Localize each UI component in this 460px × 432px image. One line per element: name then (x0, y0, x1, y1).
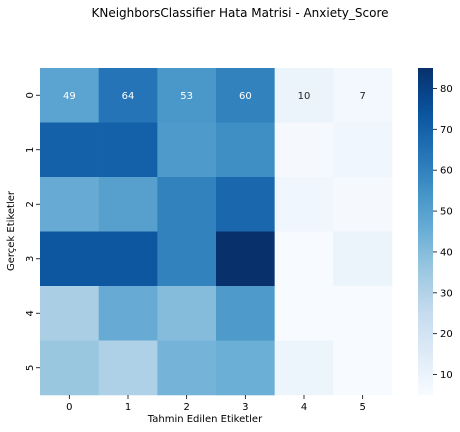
y-tick-label-5: 5 (25, 365, 36, 371)
colorbar-ticks: 10 20 30 40 50 60 70 80 (433, 84, 453, 381)
cell-value-r0-c5: 7 (359, 91, 365, 102)
heatmap-cell-r5-c3 (216, 340, 275, 396)
heatmap-cell-r1-c2 (157, 122, 217, 178)
heatmap-cell-r0-c2 (157, 68, 217, 123)
heatmap-cell-r3-c1 (98, 231, 158, 287)
cell-value-r0-c3: 60 (239, 91, 252, 102)
heatmap-cell-r1-c4 (274, 122, 334, 178)
heatmap-cell-r4-c3 (216, 286, 275, 341)
y-tick-label-0: 0 (25, 92, 36, 98)
heatmap-cell-r2-c3 (216, 177, 275, 232)
heatmap-cell-r1-c3 (216, 122, 275, 178)
heatmap-cell-r0-c0 (40, 68, 99, 123)
heatmap-cell-r2-c4 (274, 177, 334, 232)
heatmap-cell-r0-c4 (274, 68, 334, 123)
cell-value-r0-c2: 53 (180, 91, 193, 102)
colorbar-tick-label-70: 70 (440, 125, 453, 136)
cell-value-r0-c0: 49 (63, 91, 76, 102)
y-tick-label-3: 3 (25, 256, 36, 262)
heatmap-cell-r2-c1 (98, 177, 158, 232)
y-tick-label-1: 1 (25, 147, 36, 153)
heatmap-cell-r5-c1 (98, 340, 158, 396)
y-tick-label-2: 2 (25, 201, 36, 207)
heatmap-cell-r0-c1 (98, 68, 158, 123)
heatmap-cell-r1-c0 (40, 122, 99, 178)
x-tick-label-1: 1 (125, 402, 131, 413)
y-axis-ticks: 0 1 2 3 4 5 (25, 92, 40, 371)
x-axis-ticks: 0 1 2 3 4 5 (66, 395, 366, 413)
heatmap-cell-r4-c2 (157, 286, 217, 341)
colorbar-tick-label-40: 40 (440, 247, 453, 258)
heatmap-cell-r5-c0 (40, 340, 99, 396)
cell-value-r0-c4: 10 (298, 91, 311, 102)
chart-title: KNeighborsClassifier Hata Matrisi - Anxi… (91, 6, 388, 20)
heatmap-cell-r2-c5 (333, 177, 393, 232)
heatmap-cell-r5-c2 (157, 340, 217, 396)
heatmap-cell-r0-c3 (216, 68, 275, 123)
y-tick-label-4: 4 (25, 310, 36, 316)
colorbar-tick-label-20: 20 (440, 329, 453, 340)
colorbar (418, 68, 433, 395)
x-tick-label-2: 2 (183, 402, 189, 413)
colorbar-tick-label-30: 30 (440, 288, 453, 299)
cell-value-r0-c1: 64 (122, 91, 135, 102)
colorbar-tick-label-60: 60 (440, 166, 453, 177)
heatmap-cell-r5-c5 (333, 340, 393, 396)
x-tick-label-3: 3 (242, 402, 248, 413)
x-tick-label-4: 4 (301, 402, 307, 413)
colorbar-tick-label-10: 10 (440, 370, 453, 381)
x-tick-label-0: 0 (66, 402, 72, 413)
heatmap-cell-r3-c0 (40, 231, 99, 287)
heatmap-cell-r3-c4 (274, 231, 334, 287)
heatmap-cell-r3-c5 (333, 231, 393, 287)
colorbar-tick-label-80: 80 (440, 84, 453, 95)
x-axis-label: Tahmin Edilen Etiketler (147, 414, 263, 425)
heatmap-cell-r1-c1 (98, 122, 158, 178)
heatmap-cell-r0-c5 (333, 68, 393, 123)
heatmap-cell-labels: 49 64 53 60 10 7 (63, 91, 366, 102)
x-tick-label-5: 5 (359, 402, 365, 413)
heatmap-cell-r2-c2 (157, 177, 217, 232)
heatmap-cell-r4-c4 (274, 286, 334, 341)
heatmap-cell-r5-c4 (274, 340, 334, 396)
heatmap-cell-r4-c5 (333, 286, 393, 341)
y-axis-label: Gerçek Etiketler (6, 190, 17, 271)
heatmap-cells (40, 68, 393, 396)
heatmap-cell-r2-c0 (40, 177, 99, 232)
colorbar-tick-label-50: 50 (440, 207, 453, 218)
heatmap-cell-r3-c3 (216, 231, 275, 287)
heatmap-cell-r1-c5 (333, 122, 393, 178)
heatmap-cell-r4-c0 (40, 286, 99, 341)
heatmap-cell-r4-c1 (98, 286, 158, 341)
heatmap-cell-r3-c2 (157, 231, 217, 287)
